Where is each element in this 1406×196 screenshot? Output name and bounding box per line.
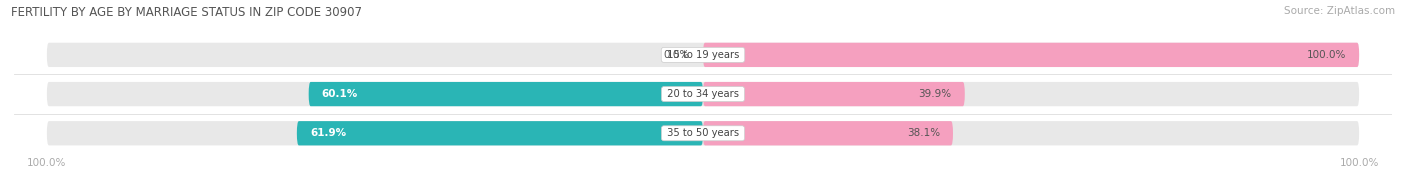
Text: 20 to 34 years: 20 to 34 years [664,89,742,99]
FancyBboxPatch shape [297,121,703,145]
Text: 100.0%: 100.0% [1306,50,1346,60]
Text: 38.1%: 38.1% [907,128,939,138]
Text: FERTILITY BY AGE BY MARRIAGE STATUS IN ZIP CODE 30907: FERTILITY BY AGE BY MARRIAGE STATUS IN Z… [11,6,363,19]
Text: 0.0%: 0.0% [664,50,690,60]
FancyBboxPatch shape [46,121,1360,145]
Text: 39.9%: 39.9% [918,89,952,99]
FancyBboxPatch shape [703,43,1360,67]
FancyBboxPatch shape [703,121,953,145]
FancyBboxPatch shape [46,82,1360,106]
FancyBboxPatch shape [703,82,965,106]
FancyBboxPatch shape [46,43,1360,67]
Text: 35 to 50 years: 35 to 50 years [664,128,742,138]
Text: 15 to 19 years: 15 to 19 years [664,50,742,60]
Text: Source: ZipAtlas.com: Source: ZipAtlas.com [1284,6,1395,16]
Text: 61.9%: 61.9% [309,128,346,138]
Text: 60.1%: 60.1% [322,89,359,99]
FancyBboxPatch shape [309,82,703,106]
